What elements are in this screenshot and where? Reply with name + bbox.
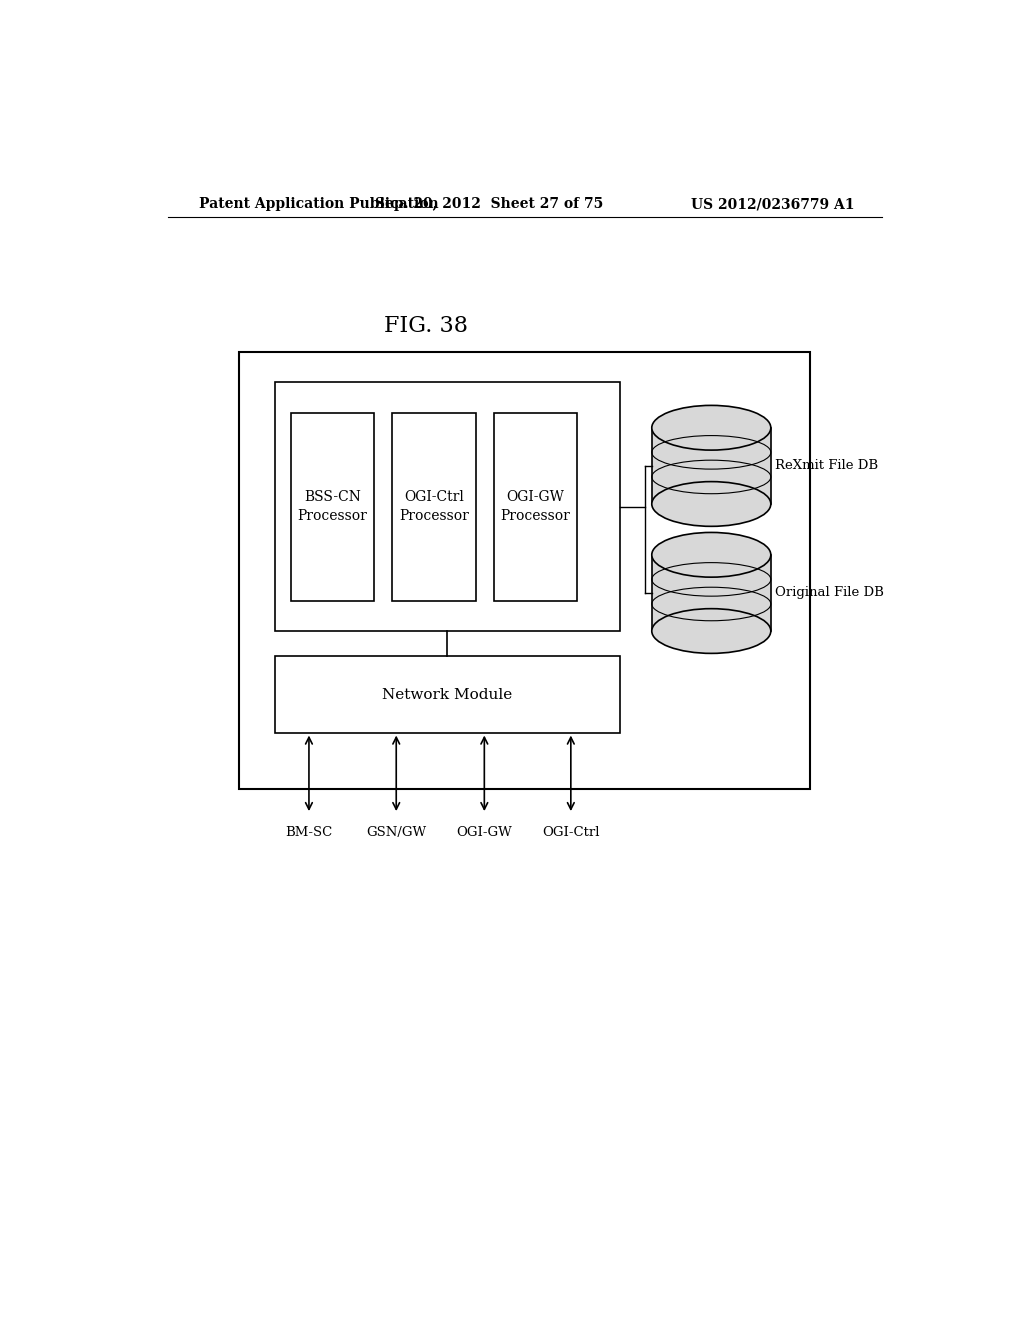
- Text: OGI-Ctrl
Processor: OGI-Ctrl Processor: [399, 490, 469, 523]
- Text: BSS-CN
Processor: BSS-CN Processor: [297, 490, 368, 523]
- Text: Network Module: Network Module: [382, 688, 513, 701]
- Text: Sep. 20, 2012  Sheet 27 of 75: Sep. 20, 2012 Sheet 27 of 75: [375, 197, 603, 211]
- Text: FIG. 38: FIG. 38: [384, 315, 468, 337]
- Bar: [240, 351, 811, 788]
- Bar: [274, 381, 621, 631]
- Ellipse shape: [652, 532, 771, 577]
- Bar: [274, 656, 621, 733]
- Bar: [392, 413, 475, 601]
- Text: OGI-Ctrl: OGI-Ctrl: [542, 826, 600, 840]
- Text: Patent Application Publication: Patent Application Publication: [200, 197, 439, 211]
- Bar: [494, 413, 578, 601]
- Bar: [291, 413, 374, 601]
- Text: OGI-GW
Processor: OGI-GW Processor: [501, 490, 570, 523]
- Text: Original File DB: Original File DB: [775, 586, 884, 599]
- Ellipse shape: [652, 482, 771, 527]
- Bar: [652, 428, 771, 504]
- Text: OGI-GW: OGI-GW: [457, 826, 512, 840]
- Text: ReXmit File DB: ReXmit File DB: [775, 459, 878, 473]
- Ellipse shape: [652, 609, 771, 653]
- Text: BM-SC: BM-SC: [286, 826, 333, 840]
- Bar: [652, 554, 771, 631]
- Text: GSN/GW: GSN/GW: [367, 826, 426, 840]
- Text: US 2012/0236779 A1: US 2012/0236779 A1: [690, 197, 854, 211]
- Ellipse shape: [652, 405, 771, 450]
